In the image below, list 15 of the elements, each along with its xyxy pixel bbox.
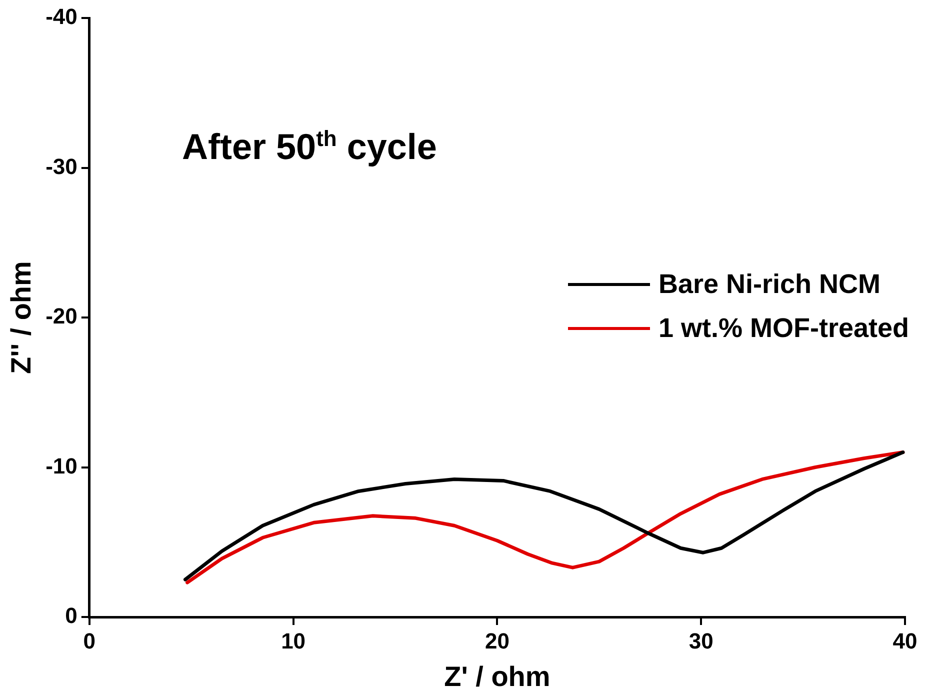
- x-tick-label: 40: [892, 628, 918, 654]
- x-tick-label: 10: [281, 628, 306, 654]
- y-tick-label: 0: [65, 603, 78, 628]
- y-tick-label: -30: [46, 154, 78, 179]
- x-tick-label: 30: [688, 628, 714, 654]
- y-tick-label: -40: [46, 4, 78, 30]
- y-axis-title: Z'' / ohm: [6, 261, 37, 374]
- x-tick-label: 20: [484, 628, 510, 654]
- y-tick-label: -20: [46, 304, 78, 329]
- x-tick-label: 0: [83, 628, 96, 654]
- legend-label: Bare Ni-rich NCM: [658, 268, 881, 300]
- text: After 50$^{th}$ cycle: [182, 126, 437, 168]
- y-tick-label: -10: [46, 453, 78, 478]
- x-axis-title: Z' / ohm: [444, 660, 550, 692]
- legend-label: 1 wt.% MOF-treated: [658, 312, 909, 344]
